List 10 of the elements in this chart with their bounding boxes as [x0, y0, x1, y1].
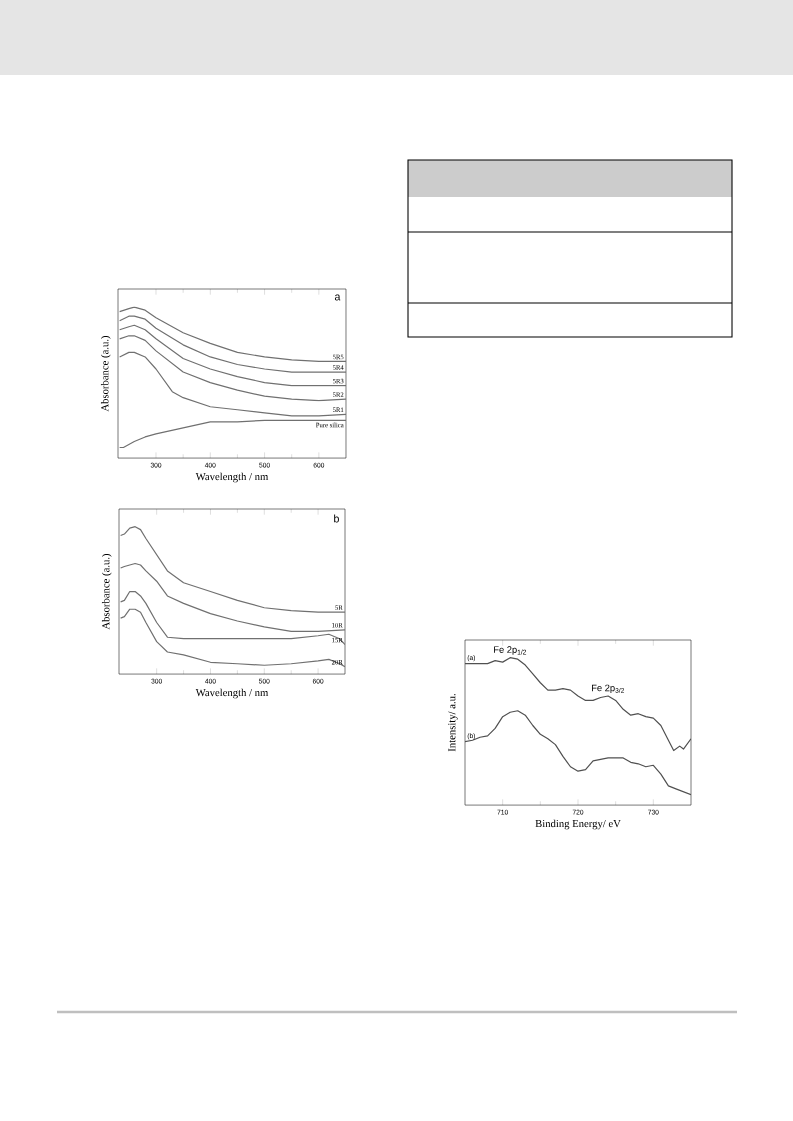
text: a — [334, 294, 341, 301]
y-axis-title: Intensity/ a.u. — [448, 694, 458, 752]
annotation: Fe 2p$_{3/2}$ — [592, 684, 625, 694]
y-axis-title: Absorbance (a.u.) — [101, 553, 112, 630]
x-axis-title: Binding Energy/ eV — [535, 819, 621, 830]
y-axis-title: Absorbance (a.u.) — [100, 335, 111, 412]
x-axis-title: Wavelength / nm — [195, 688, 269, 699]
x-axis-title: Wavelength / nm — [195, 472, 269, 483]
annotation: Fe 2p$_{1/2}$ — [494, 646, 527, 655]
text: b — [334, 514, 339, 523]
